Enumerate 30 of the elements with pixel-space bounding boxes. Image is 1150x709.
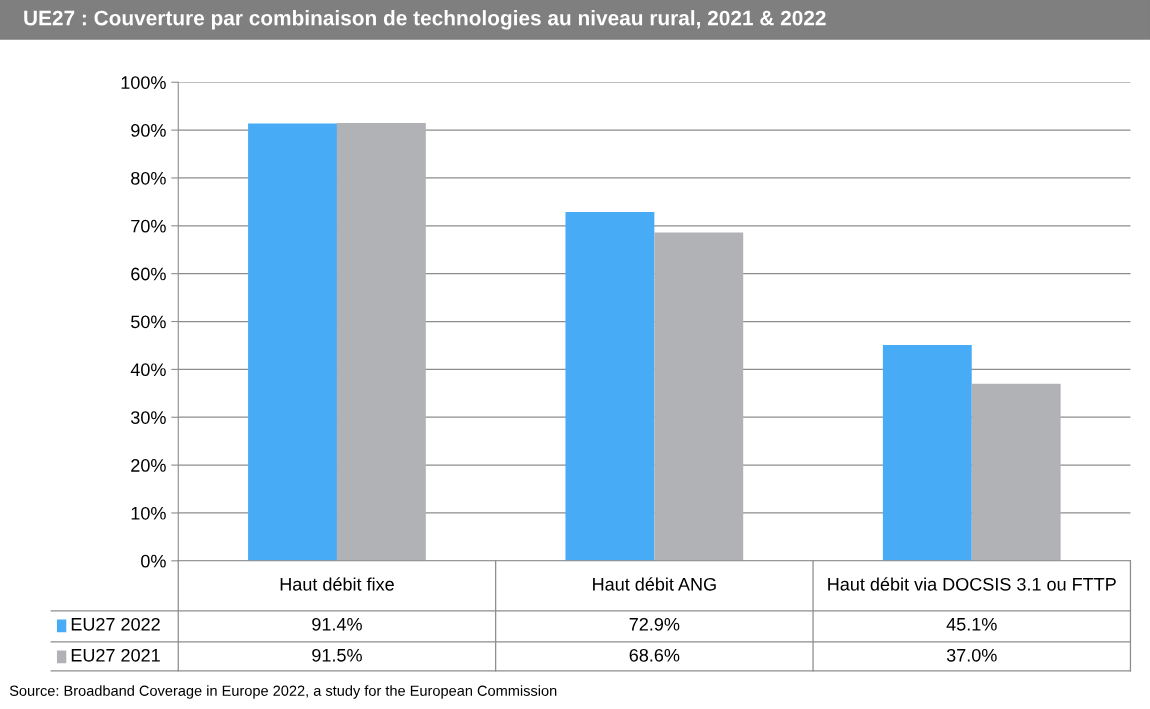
source-note: Source: Broadband Coverage in Europe 2022, a study for the European Commission bbox=[9, 685, 557, 699]
y-tick-label: 20% bbox=[131, 459, 166, 472]
bar bbox=[654, 232, 744, 561]
y-tick-label: 0% bbox=[141, 554, 166, 568]
data-label: 68.6% bbox=[629, 648, 680, 662]
data-label: 72.9% bbox=[629, 617, 680, 631]
bar bbox=[882, 344, 972, 561]
bar bbox=[565, 211, 655, 561]
bar bbox=[248, 123, 337, 561]
y-tick-label: 10% bbox=[131, 506, 166, 520]
data-label: 45.1% bbox=[946, 617, 997, 631]
data-label: 91.5% bbox=[312, 648, 362, 662]
y-tick-label: 100% bbox=[121, 76, 166, 89]
legend-label: EU27 2021 bbox=[71, 648, 160, 662]
y-tick-label: 60% bbox=[131, 267, 166, 281]
x-tick-label: Haut débit via DOCSIS 3.1 ou FTTP bbox=[828, 577, 1116, 591]
x-tick-label: Haut débit fixe bbox=[280, 577, 394, 591]
y-tick-label: 30% bbox=[131, 411, 166, 424]
y-tick-label: 80% bbox=[131, 171, 166, 185]
x-tick-label: Haut débit ANG bbox=[593, 577, 716, 591]
legend-label: EU27 2022 bbox=[71, 617, 160, 631]
y-tick-label: 70% bbox=[131, 219, 166, 233]
y-tick-label: 90% bbox=[131, 124, 166, 137]
data-label: 37.0% bbox=[946, 648, 997, 662]
chart-title: UE27 : Couverture par combinaison de technologies au niveau rural, 2021 & 2022 bbox=[24, 10, 826, 30]
data-label: 91.4% bbox=[312, 617, 362, 631]
y-tick-label: 50% bbox=[131, 315, 166, 329]
y-tick-label: 40% bbox=[130, 363, 166, 377]
bar bbox=[336, 122, 426, 561]
bar bbox=[971, 383, 1061, 561]
